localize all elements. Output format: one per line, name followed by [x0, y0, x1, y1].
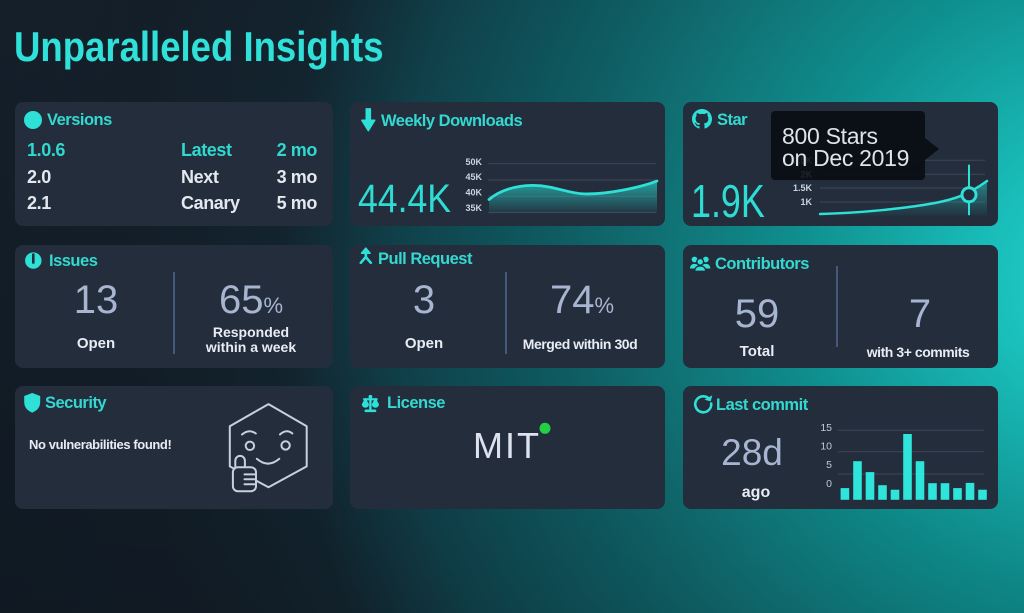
svg-text:40K: 40K	[465, 188, 482, 198]
svg-text:5: 5	[826, 459, 832, 471]
svg-text:50K: 50K	[465, 157, 482, 167]
svg-text:35K: 35K	[465, 203, 482, 213]
svg-text:45K: 45K	[465, 172, 482, 182]
svg-text:1K: 1K	[800, 197, 812, 207]
svg-text:1.5K: 1.5K	[793, 183, 813, 193]
svg-text:15: 15	[820, 422, 832, 434]
svg-text:0: 0	[826, 478, 832, 490]
svg-text:10: 10	[820, 441, 832, 453]
